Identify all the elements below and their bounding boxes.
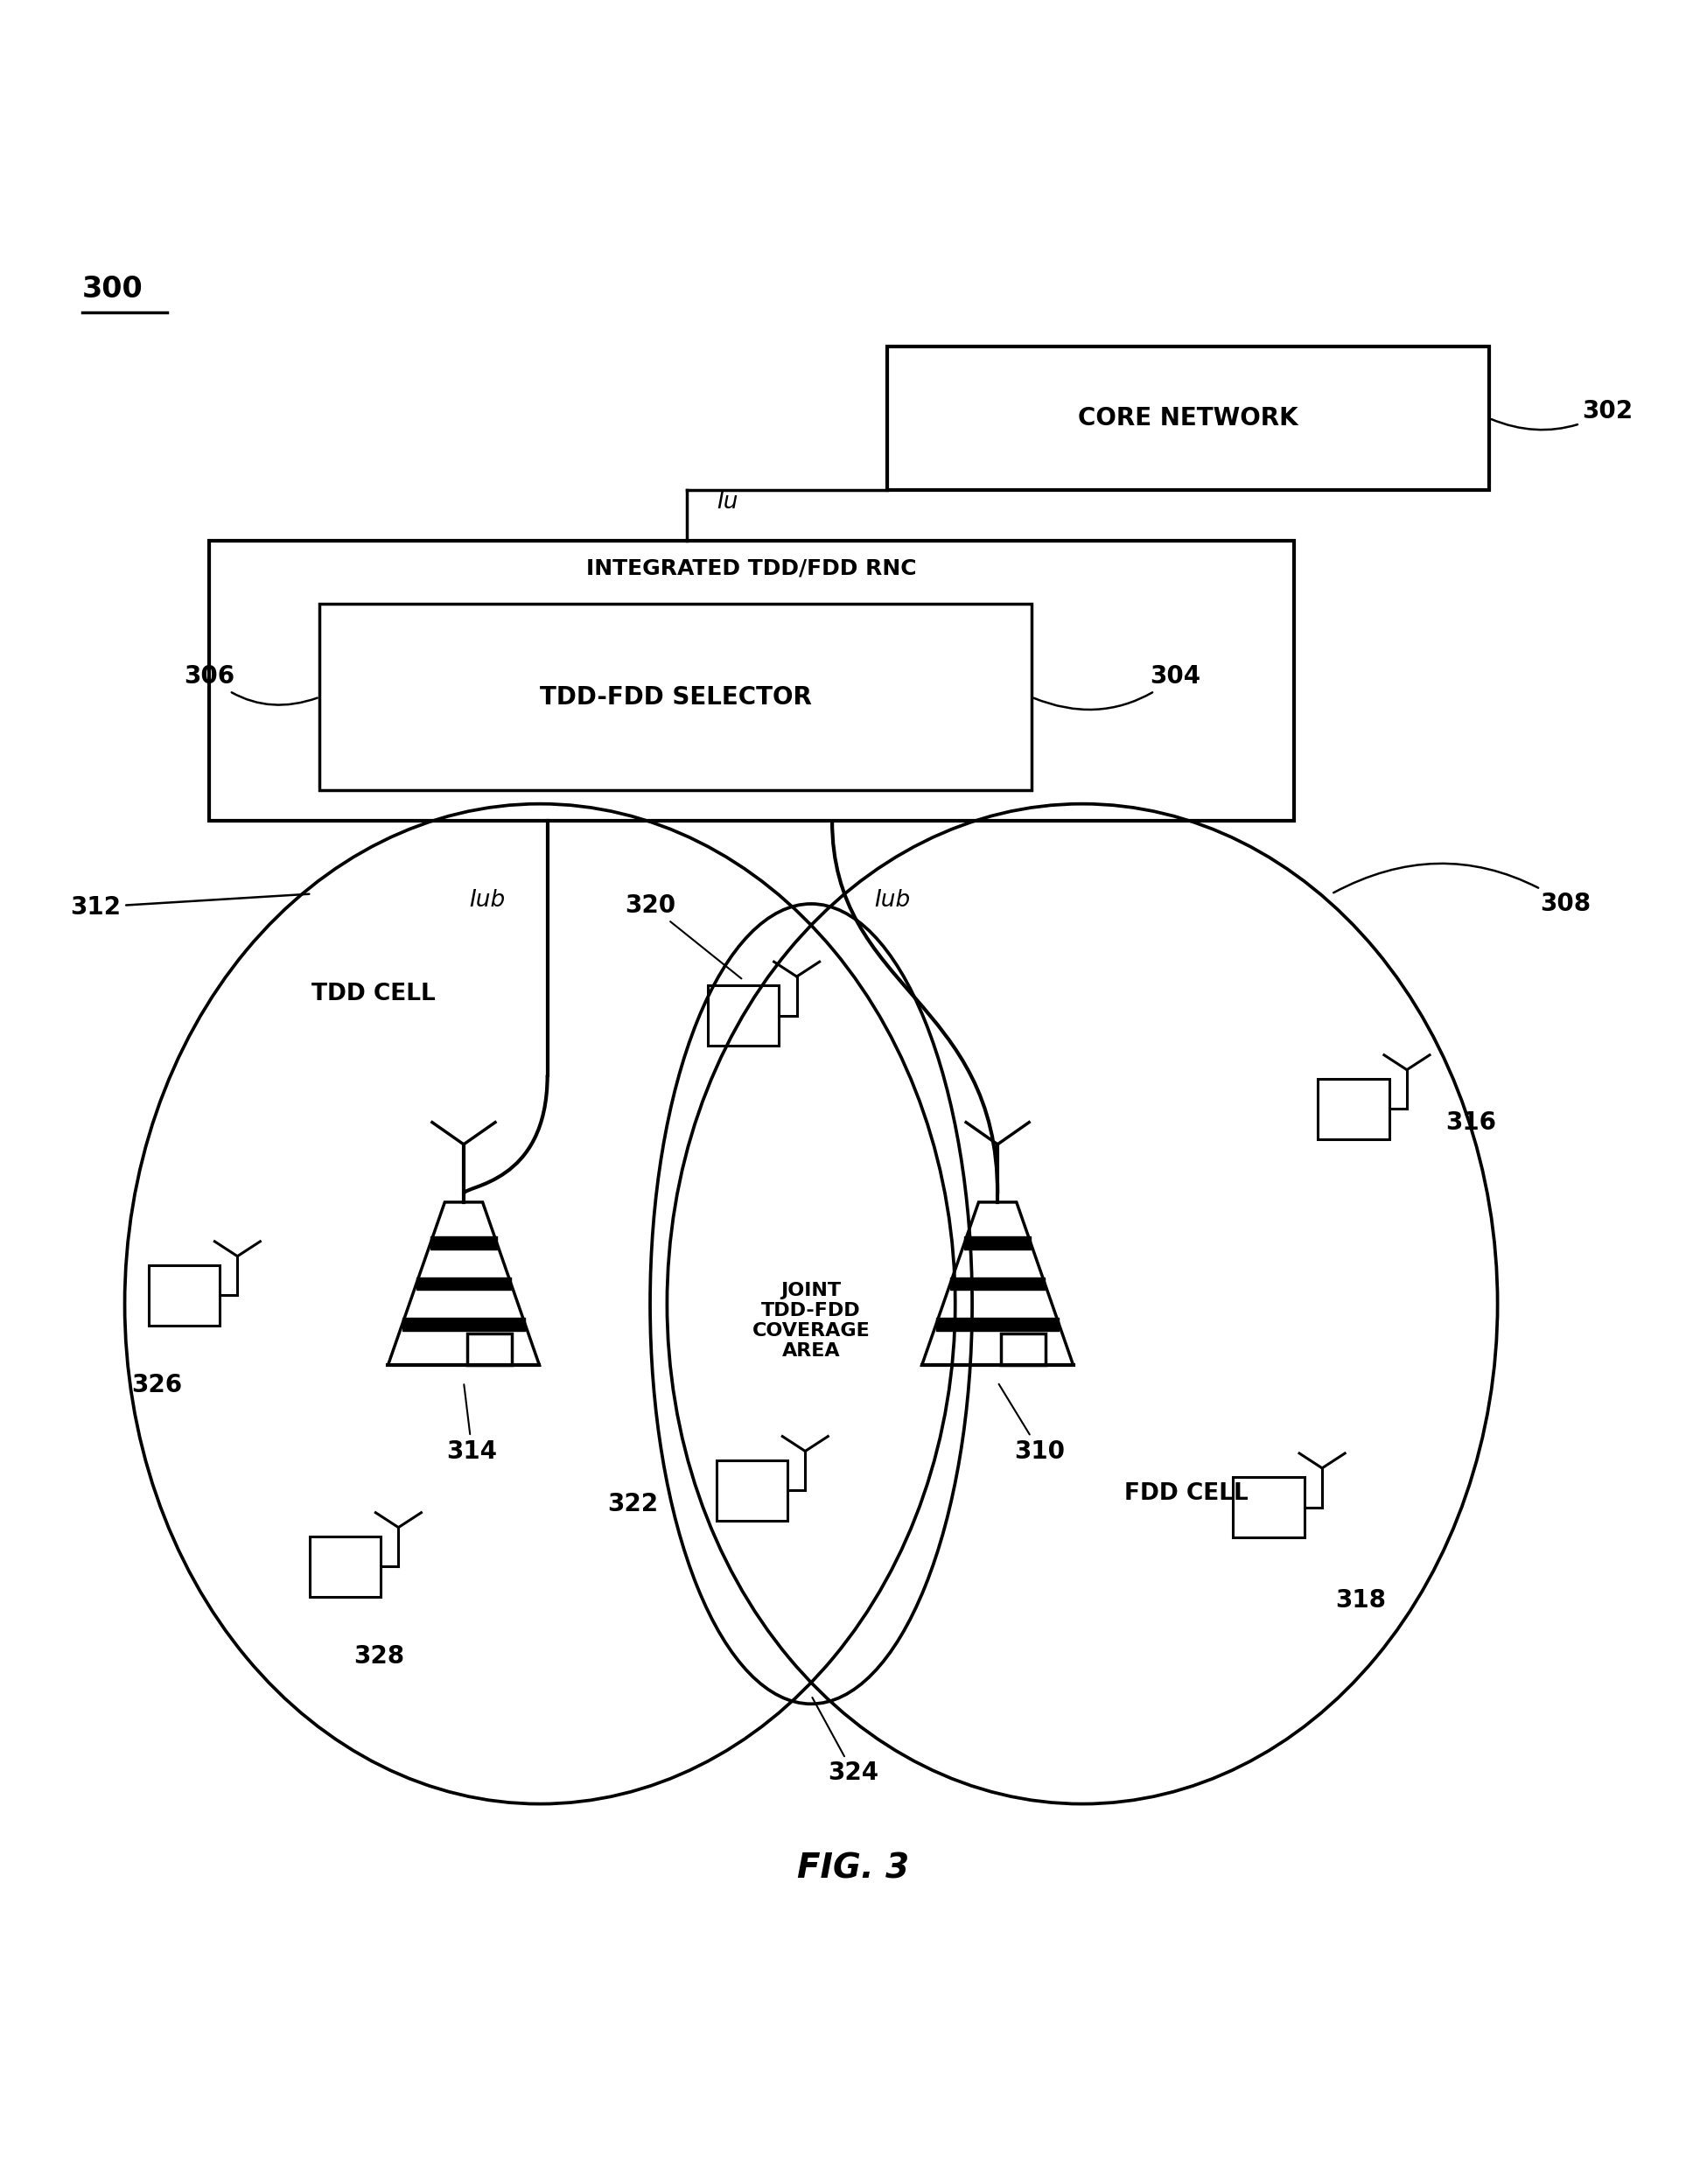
Bar: [717, 1461, 787, 1520]
Text: FDD CELL: FDD CELL: [1125, 1483, 1250, 1505]
Text: FIG. 3: FIG. 3: [797, 1852, 910, 1885]
Bar: [951, 1278, 1045, 1291]
Text: JOINT
TDD-FDD
COVERAGE
AREA: JOINT TDD-FDD COVERAGE AREA: [753, 1282, 871, 1361]
Bar: [888, 347, 1489, 489]
Bar: [149, 1265, 220, 1326]
Bar: [935, 1317, 1058, 1330]
Text: 306: 306: [184, 664, 318, 705]
Text: 304: 304: [1034, 664, 1202, 710]
Text: 308: 308: [1333, 863, 1591, 915]
Text: 310: 310: [999, 1385, 1065, 1463]
Bar: [468, 1334, 512, 1365]
Text: Iub: Iub: [469, 889, 505, 911]
Text: 316: 316: [1446, 1109, 1497, 1136]
Bar: [964, 1236, 1031, 1249]
Bar: [430, 1236, 497, 1249]
Text: 320: 320: [625, 893, 741, 978]
Text: 326: 326: [131, 1374, 183, 1398]
Bar: [1232, 1476, 1304, 1538]
Text: 302: 302: [1492, 400, 1634, 430]
Text: 318: 318: [1335, 1588, 1386, 1612]
Text: TDD CELL: TDD CELL: [312, 983, 435, 1005]
Text: INTEGRATED TDD/FDD RNC: INTEGRATED TDD/FDD RNC: [587, 559, 917, 579]
Text: 328: 328: [353, 1645, 405, 1669]
Text: Iu: Iu: [717, 491, 739, 513]
Bar: [319, 603, 1031, 791]
Bar: [1318, 1079, 1389, 1140]
Bar: [708, 985, 778, 1046]
Text: 300: 300: [82, 275, 143, 304]
Bar: [1002, 1334, 1045, 1365]
Text: TDD-FDD SELECTOR: TDD-FDD SELECTOR: [539, 686, 811, 710]
Text: 324: 324: [813, 1697, 879, 1784]
Text: CORE NETWORK: CORE NETWORK: [1079, 406, 1299, 430]
Text: 312: 312: [70, 893, 309, 919]
Text: Iub: Iub: [874, 889, 910, 911]
Text: 322: 322: [608, 1492, 659, 1516]
Bar: [417, 1278, 510, 1291]
Bar: [403, 1317, 526, 1330]
Text: 314: 314: [447, 1385, 497, 1463]
Bar: [210, 542, 1294, 821]
Bar: [309, 1535, 381, 1597]
